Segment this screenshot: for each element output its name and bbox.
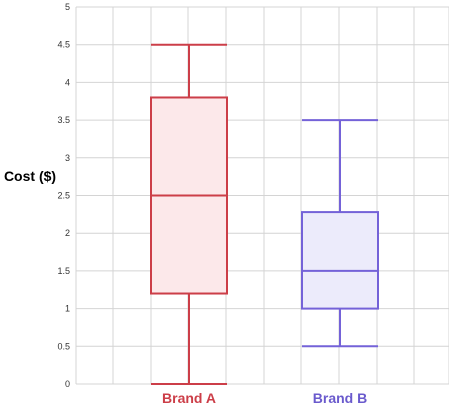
y-tick-label: 5	[65, 2, 70, 12]
y-tick-label: 0	[65, 379, 70, 389]
category-label: Brand B	[313, 390, 367, 406]
y-tick-label: 3.5	[57, 115, 70, 125]
y-tick-label: 0.5	[57, 341, 70, 351]
y-axis-label: Cost ($)	[4, 168, 56, 184]
y-tick-label: 1.5	[57, 266, 70, 276]
y-tick-label: 2.5	[57, 191, 70, 201]
category-label: Brand A	[162, 390, 216, 406]
grid	[75, 6, 449, 385]
y-tick-label: 4	[65, 77, 70, 87]
category-labels: Brand A Brand B	[162, 390, 367, 406]
y-tick-label: 2	[65, 228, 70, 238]
iqr-box	[301, 211, 379, 310]
box-1	[150, 43, 228, 385]
y-tick-label: 4.5	[57, 40, 70, 50]
y-tick-label: 3	[65, 153, 70, 163]
box-2	[301, 119, 379, 348]
boxes	[150, 43, 379, 385]
y-tick-label: 1	[65, 304, 70, 314]
y-tick-labels: 0 0.5 1 1.5 2 2.5 3 3.5 4 4.5 5	[57, 2, 70, 389]
